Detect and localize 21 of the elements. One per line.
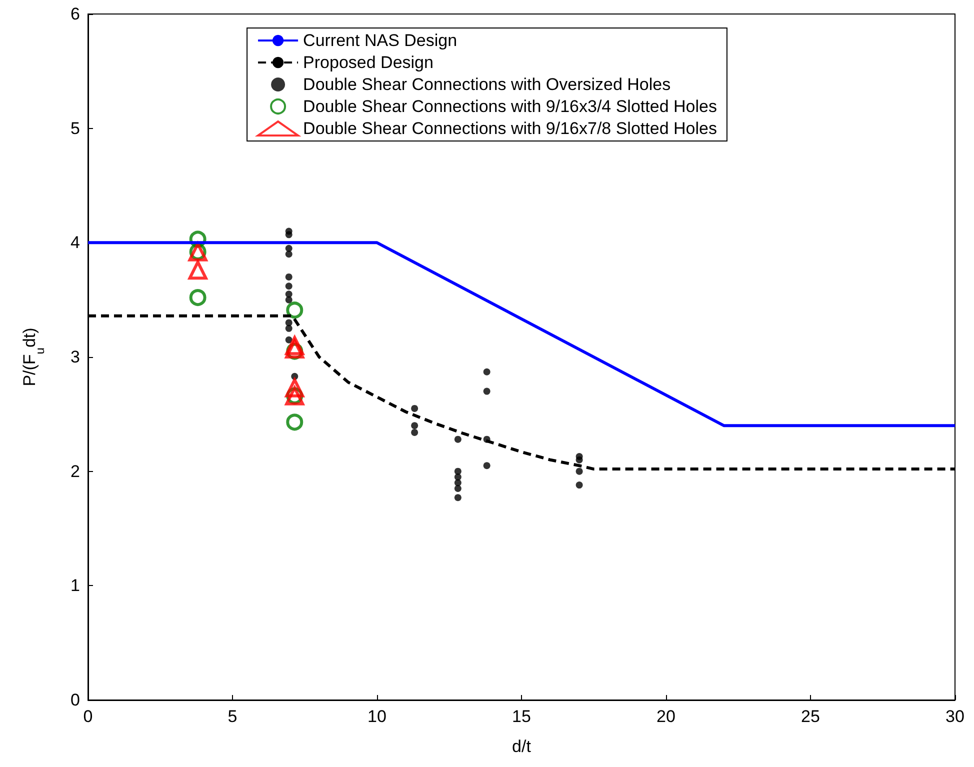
y-tick-label: 1 (70, 576, 80, 596)
y-tick-label: 5 (70, 118, 80, 138)
legend-label: Proposed Design (303, 53, 434, 72)
y-tick-label: 0 (70, 690, 80, 710)
y-tick-label: 3 (70, 348, 80, 366)
y-tick-label: 4 (70, 233, 80, 252)
legend-label: Double Shear Connections with Oversized Holes (303, 75, 671, 94)
legend-label: Double Shear Connections with 9/16x3/4 Slotted Holes (303, 97, 717, 116)
x-axis-title: d/t (512, 737, 532, 756)
x-tick-label: 20 (656, 707, 676, 726)
x-tick-label: 15 (512, 707, 531, 726)
x-tick-label: 10 (368, 707, 386, 726)
y-tick-label: 6 (70, 4, 80, 24)
x-tick-label: 0 (83, 707, 93, 726)
legend-label: Double Shear Connections with 9/16x7/8 Slotted Holes (303, 119, 717, 138)
y-tick-label: 2 (70, 462, 80, 481)
x-tick-label: 25 (801, 707, 820, 726)
x-tick-label: 30 (946, 707, 964, 726)
x-tick-label: 5 (228, 707, 238, 726)
y-axis-title: P/(Fudt) (20, 328, 47, 386)
legend-label: Current NAS Design (303, 31, 458, 50)
